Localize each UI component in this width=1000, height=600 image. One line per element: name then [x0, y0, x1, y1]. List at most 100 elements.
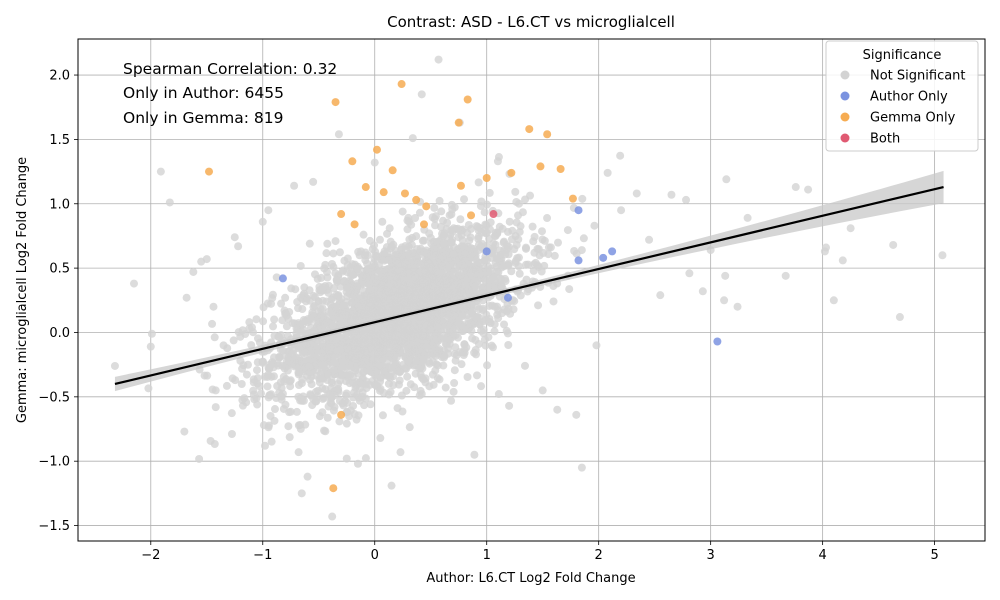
point-not-significant	[510, 297, 519, 306]
point-not-significant	[283, 366, 292, 375]
point-not-significant	[259, 303, 268, 312]
point-not-significant	[443, 264, 452, 273]
point-not-significant	[331, 313, 340, 322]
point-not-significant	[359, 230, 368, 239]
legend: Significance Not Significant Author Only G…	[825, 40, 979, 152]
point-gemma-only	[361, 183, 370, 192]
point-not-significant	[449, 275, 458, 284]
point-not-significant	[504, 261, 513, 270]
point-not-significant	[494, 255, 503, 264]
point-not-significant	[524, 260, 533, 269]
point-not-significant	[549, 297, 558, 306]
point-not-significant	[422, 277, 431, 286]
point-not-significant	[211, 403, 220, 412]
point-not-significant	[553, 405, 562, 414]
point-not-significant	[420, 248, 429, 257]
point-not-significant	[447, 396, 456, 405]
point-not-significant	[385, 351, 394, 360]
point-not-significant	[285, 433, 294, 442]
point-not-significant	[505, 401, 514, 410]
point-not-significant	[297, 396, 306, 405]
point-not-significant	[454, 318, 463, 327]
point-not-significant	[339, 301, 348, 310]
point-not-significant	[110, 361, 119, 370]
point-not-significant	[345, 361, 354, 370]
point-not-significant	[889, 240, 898, 249]
point-not-significant	[294, 421, 303, 430]
point-not-significant	[180, 427, 189, 436]
point-not-significant	[292, 407, 301, 416]
point-not-significant	[384, 255, 393, 264]
point-not-significant	[276, 392, 285, 401]
spearman-annotation: Spearman Correlation: 0.32	[123, 60, 337, 78]
point-not-significant	[483, 285, 492, 294]
point-not-significant	[303, 472, 312, 481]
point-not-significant	[368, 350, 377, 359]
point-not-significant	[410, 295, 419, 304]
point-not-significant	[432, 258, 441, 267]
point-not-significant	[298, 305, 307, 314]
point-not-significant	[349, 401, 358, 410]
point-not-significant	[415, 208, 424, 217]
point-not-significant	[371, 338, 380, 347]
point-not-significant	[394, 267, 403, 276]
point-not-significant	[500, 320, 509, 329]
point-not-significant	[206, 436, 215, 445]
point-not-significant	[370, 158, 379, 167]
point-not-significant	[236, 332, 245, 341]
point-not-significant	[389, 276, 398, 285]
point-not-significant	[309, 291, 318, 300]
point-not-significant	[301, 420, 310, 429]
point-not-significant	[465, 260, 474, 269]
point-not-significant	[445, 245, 454, 254]
point-not-significant	[366, 400, 375, 409]
point-not-significant	[488, 343, 497, 352]
gemma-only-annotation: Only in Gemma: 819	[123, 109, 283, 127]
point-not-significant	[490, 320, 499, 329]
point-not-significant	[432, 335, 441, 344]
point-not-significant	[398, 285, 407, 294]
point-not-significant	[370, 290, 379, 299]
point-not-significant	[345, 412, 354, 421]
point-not-significant	[353, 279, 362, 288]
point-not-significant	[286, 407, 295, 416]
point-not-significant	[329, 358, 338, 367]
point-not-significant	[284, 356, 293, 365]
point-not-significant	[433, 322, 442, 331]
point-not-significant	[384, 379, 393, 388]
point-not-significant	[486, 218, 495, 227]
point-not-significant	[362, 384, 371, 393]
point-not-significant	[272, 273, 281, 282]
point-not-significant	[473, 371, 482, 380]
point-not-significant	[499, 238, 508, 247]
y-axis-label: Gemma: microglialcell Log2 Fold Change	[15, 157, 30, 423]
point-not-significant	[378, 280, 387, 289]
point-not-significant	[263, 382, 272, 391]
point-not-significant	[433, 243, 442, 252]
point-not-significant	[412, 232, 421, 241]
point-author-only	[608, 247, 617, 256]
point-not-significant	[421, 292, 430, 301]
point-not-significant	[270, 416, 279, 425]
legend-marker	[840, 70, 850, 80]
legend-marker	[840, 133, 850, 143]
point-not-significant	[398, 319, 407, 328]
point-not-significant	[268, 294, 277, 303]
point-not-significant	[311, 352, 320, 361]
point-not-significant	[227, 429, 236, 438]
point-not-significant	[430, 279, 439, 288]
point-not-significant	[393, 325, 402, 334]
point-not-significant	[491, 240, 500, 249]
point-not-significant	[333, 346, 342, 355]
point-not-significant	[284, 422, 293, 431]
point-not-significant	[523, 287, 532, 296]
point-not-significant	[202, 255, 211, 264]
point-not-significant	[267, 437, 276, 446]
point-not-significant	[146, 342, 155, 351]
point-not-significant	[165, 198, 174, 207]
point-not-significant	[425, 382, 434, 391]
point-not-significant	[289, 349, 298, 358]
point-not-significant	[554, 238, 563, 247]
point-not-significant	[490, 273, 499, 282]
point-not-significant	[258, 217, 267, 226]
